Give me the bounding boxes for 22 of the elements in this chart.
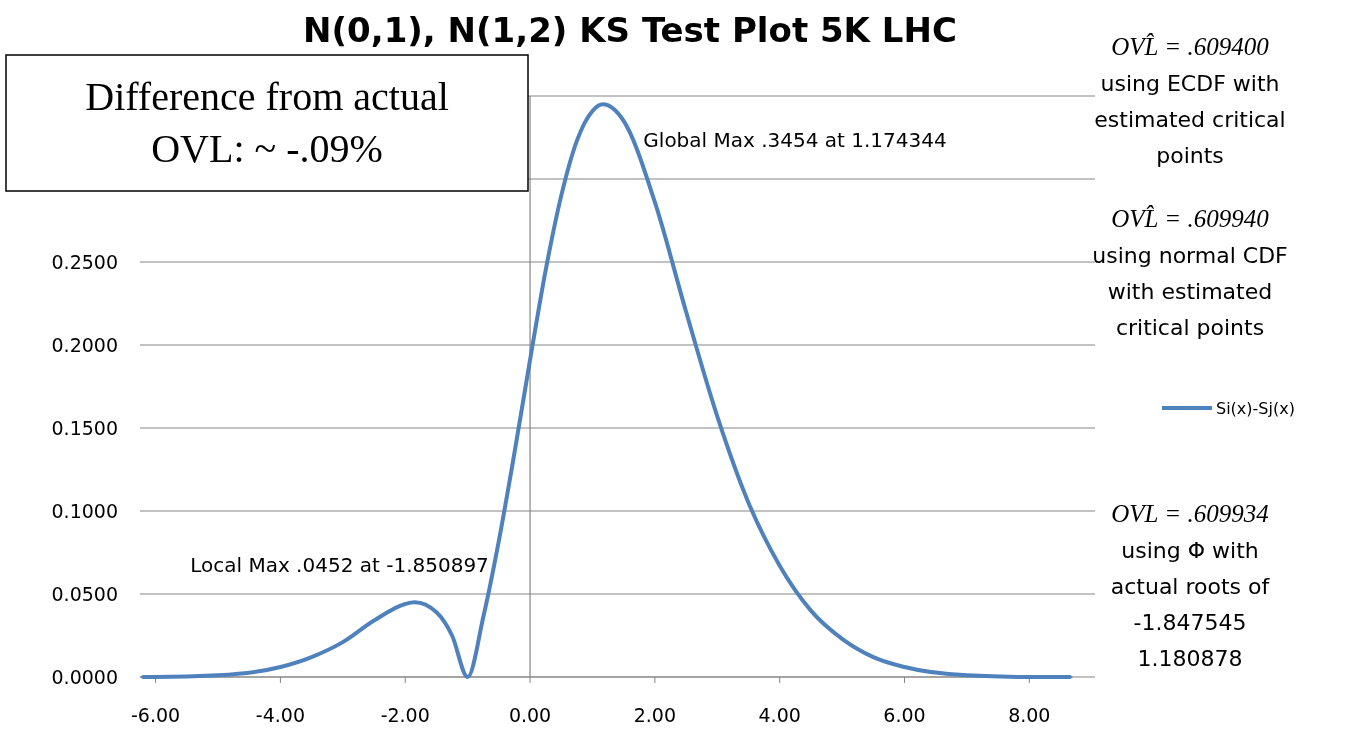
x-tick-label: -2.00	[380, 704, 430, 726]
annotation: Global Max .3454 at 1.174344	[643, 127, 947, 152]
chart-title: N(0,1), N(1,2) KS Test Plot 5K LHC	[303, 10, 957, 50]
x-tick-label: 8.00	[1008, 704, 1051, 726]
annotation: Difference from actual OVL: ~ -.09%	[85, 74, 449, 171]
text: OVL = .609934 using Φ with actual roots of -1.847545 1.180878	[1110, 500, 1271, 671]
text: OVL̂ = .609940 using normal CDF with estimated critical points	[1092, 204, 1288, 340]
y-tick-label: 0.2000	[51, 334, 118, 356]
y-tick-label: 0.0000	[51, 666, 118, 688]
x-tick-label: 6.00	[883, 704, 926, 726]
y-tick-label: 0.1000	[51, 500, 118, 522]
x-tick-label: -4.00	[255, 704, 305, 726]
y-tick-label: 0.0500	[51, 583, 118, 605]
annotation: Local Max .0452 at -1.850897	[190, 552, 489, 577]
x-tick-label: -6.00	[131, 704, 181, 726]
text: OVL̂ = .609400 using ECDF with estimated critical points	[1094, 32, 1286, 168]
legend-label: Si(x)-Sj(x)	[1216, 399, 1295, 418]
x-tick-label: 4.00	[758, 704, 801, 726]
x-tick-label: 2.00	[633, 704, 677, 726]
x-tick-label: 0.00	[508, 704, 552, 726]
y-tick-label: 0.1500	[51, 417, 118, 439]
y-tick-label: 0.2500	[51, 251, 118, 273]
